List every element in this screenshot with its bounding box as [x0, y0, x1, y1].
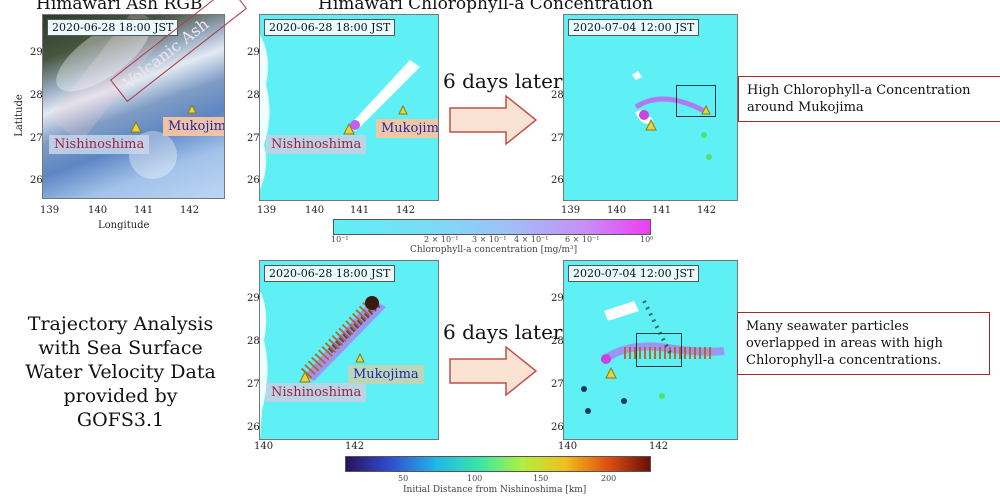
- six-days-later-text: 6 days later: [443, 69, 563, 93]
- high-chl-highlight-box: [636, 333, 682, 367]
- ytick: 27: [551, 133, 564, 144]
- label-mukojima: Mukojima: [163, 117, 224, 136]
- ytick: 29: [30, 47, 43, 58]
- chl-after-overlay: [632, 71, 712, 160]
- ytick: 26: [30, 175, 43, 186]
- xtick: 142: [396, 205, 416, 216]
- colorbar-tick: 150: [533, 474, 549, 483]
- distance-colorbar: [345, 456, 651, 472]
- chl-map-before: 2020-06-28 18:00 JST Nishinoshima Mukoji…: [259, 14, 439, 201]
- ytick: 26: [551, 422, 564, 433]
- ytick: 27: [247, 133, 260, 144]
- xtick: 140: [305, 205, 325, 216]
- xtick: 142: [180, 205, 200, 216]
- chl-before-overlay: [260, 35, 420, 190]
- xtick: 139: [257, 205, 277, 216]
- ytick: 27: [30, 133, 43, 144]
- x-axis-label: Longitude: [98, 220, 150, 231]
- timestamp-badge: 2020-07-04 12:00 JST: [568, 19, 700, 36]
- chlorophyll-title: Himawari Chlorophyll-a Concentration: [318, 0, 654, 14]
- xtick: 141: [350, 205, 370, 216]
- ytick: 28: [247, 336, 260, 347]
- right-arrow-icon: [449, 345, 538, 397]
- trajectory-after-overlay: [581, 300, 725, 414]
- colorbar-tick: 10⁻¹: [331, 235, 349, 244]
- ash-rgb-title: Himawari Ash RGB: [36, 0, 203, 14]
- colorbar-tick: 2 × 10⁻¹: [424, 235, 459, 244]
- xtick: 142: [345, 441, 365, 452]
- label-mukojima: Mukojima: [376, 119, 438, 138]
- timestamp-badge: 2020-06-28 18:00 JST: [264, 19, 396, 36]
- y-axis-label: Latitude: [13, 94, 25, 137]
- ytick: 26: [247, 422, 260, 433]
- ytick: 26: [247, 175, 260, 186]
- mukojima-marker-icon: [398, 105, 408, 115]
- ytick: 26: [551, 175, 564, 186]
- ytick: 27: [551, 379, 564, 390]
- trajectory-map-after: 2020-07-04 12:00 JST: [563, 260, 738, 440]
- nishinoshima-marker-icon: [605, 367, 617, 379]
- ytick: 28: [247, 90, 260, 101]
- nishinoshima-marker-icon: [130, 121, 142, 133]
- nishinoshima-marker-icon: [299, 371, 311, 383]
- ytick: 28: [30, 90, 43, 101]
- timestamp-badge: 2020-06-28 18:00 JST: [264, 265, 396, 282]
- particles-callout: Many seawater particles overlapped in ar…: [737, 312, 990, 375]
- chl-colorbar-label: Chlorophyll-a concentration [mg/m³]: [410, 245, 578, 255]
- label-nishinoshima: Nishinoshima: [49, 135, 150, 154]
- ytick: 29: [247, 293, 260, 304]
- timestamp-badge: 2020-07-04 12:00 JST: [568, 265, 700, 282]
- chl-colorbar: [333, 219, 651, 235]
- right-arrow-icon: [449, 94, 538, 146]
- ash-rgb-map: 2020-06-28 18:00 JST Nishinoshima Mukoji…: [42, 14, 225, 199]
- colorbar-tick: 4 × 10⁻¹: [514, 235, 549, 244]
- mukojima-marker-icon: [355, 353, 365, 363]
- ytick: 28: [551, 90, 564, 101]
- high-chl-callout: High Chlorophyll-a Concentration around …: [738, 76, 1000, 122]
- colorbar-tick: 10⁰: [640, 235, 654, 244]
- label-nishinoshima: Nishinoshima: [266, 135, 367, 154]
- xtick: 142: [649, 441, 669, 452]
- colorbar-tick: 6 × 10⁻¹: [565, 235, 600, 244]
- xtick: 141: [652, 205, 672, 216]
- colorbar-tick: 50: [398, 474, 409, 483]
- xtick: 140: [254, 441, 274, 452]
- ytick: 29: [247, 47, 260, 58]
- ytick: 29: [551, 293, 564, 304]
- mukojima-marker-icon: [187, 104, 197, 114]
- trajectory-analysis-text: Trajectory Analysis with Sea Surface Wat…: [25, 313, 216, 431]
- six-days-later-text: 6 days later: [443, 320, 563, 344]
- mukojima-marker-icon: [701, 105, 711, 115]
- ytick: 28: [551, 336, 564, 347]
- xtick: 140: [558, 441, 578, 452]
- trajectory-before-overlay: [260, 291, 386, 439]
- nishinoshima-marker-icon: [645, 119, 657, 131]
- xtick: 142: [697, 205, 717, 216]
- xtick: 139: [40, 205, 60, 216]
- trajectory-map-before: 2020-06-28 18:00 JST Nishinoshima Mukoji…: [259, 260, 439, 440]
- label-mukojima: Mukojima: [348, 365, 424, 384]
- ytick: 27: [247, 379, 260, 390]
- xtick: 140: [607, 205, 627, 216]
- chl-map-after: 2020-07-04 12:00 JST: [563, 14, 738, 201]
- label-nishinoshima: Nishinoshima: [266, 383, 367, 402]
- xtick: 140: [88, 205, 108, 216]
- xtick: 141: [134, 205, 154, 216]
- distance-colorbar-label: Initial Distance from Nishinoshima [km]: [403, 485, 587, 495]
- colorbar-tick: 100: [467, 474, 483, 483]
- colorbar-tick: 3 × 10⁻¹: [472, 235, 507, 244]
- timestamp-badge: 2020-06-28 18:00 JST: [47, 19, 179, 36]
- nishinoshima-marker-icon: [343, 123, 355, 135]
- high-chl-highlight-box: [676, 85, 716, 117]
- colorbar-tick: 200: [601, 474, 617, 483]
- xtick: 139: [561, 205, 581, 216]
